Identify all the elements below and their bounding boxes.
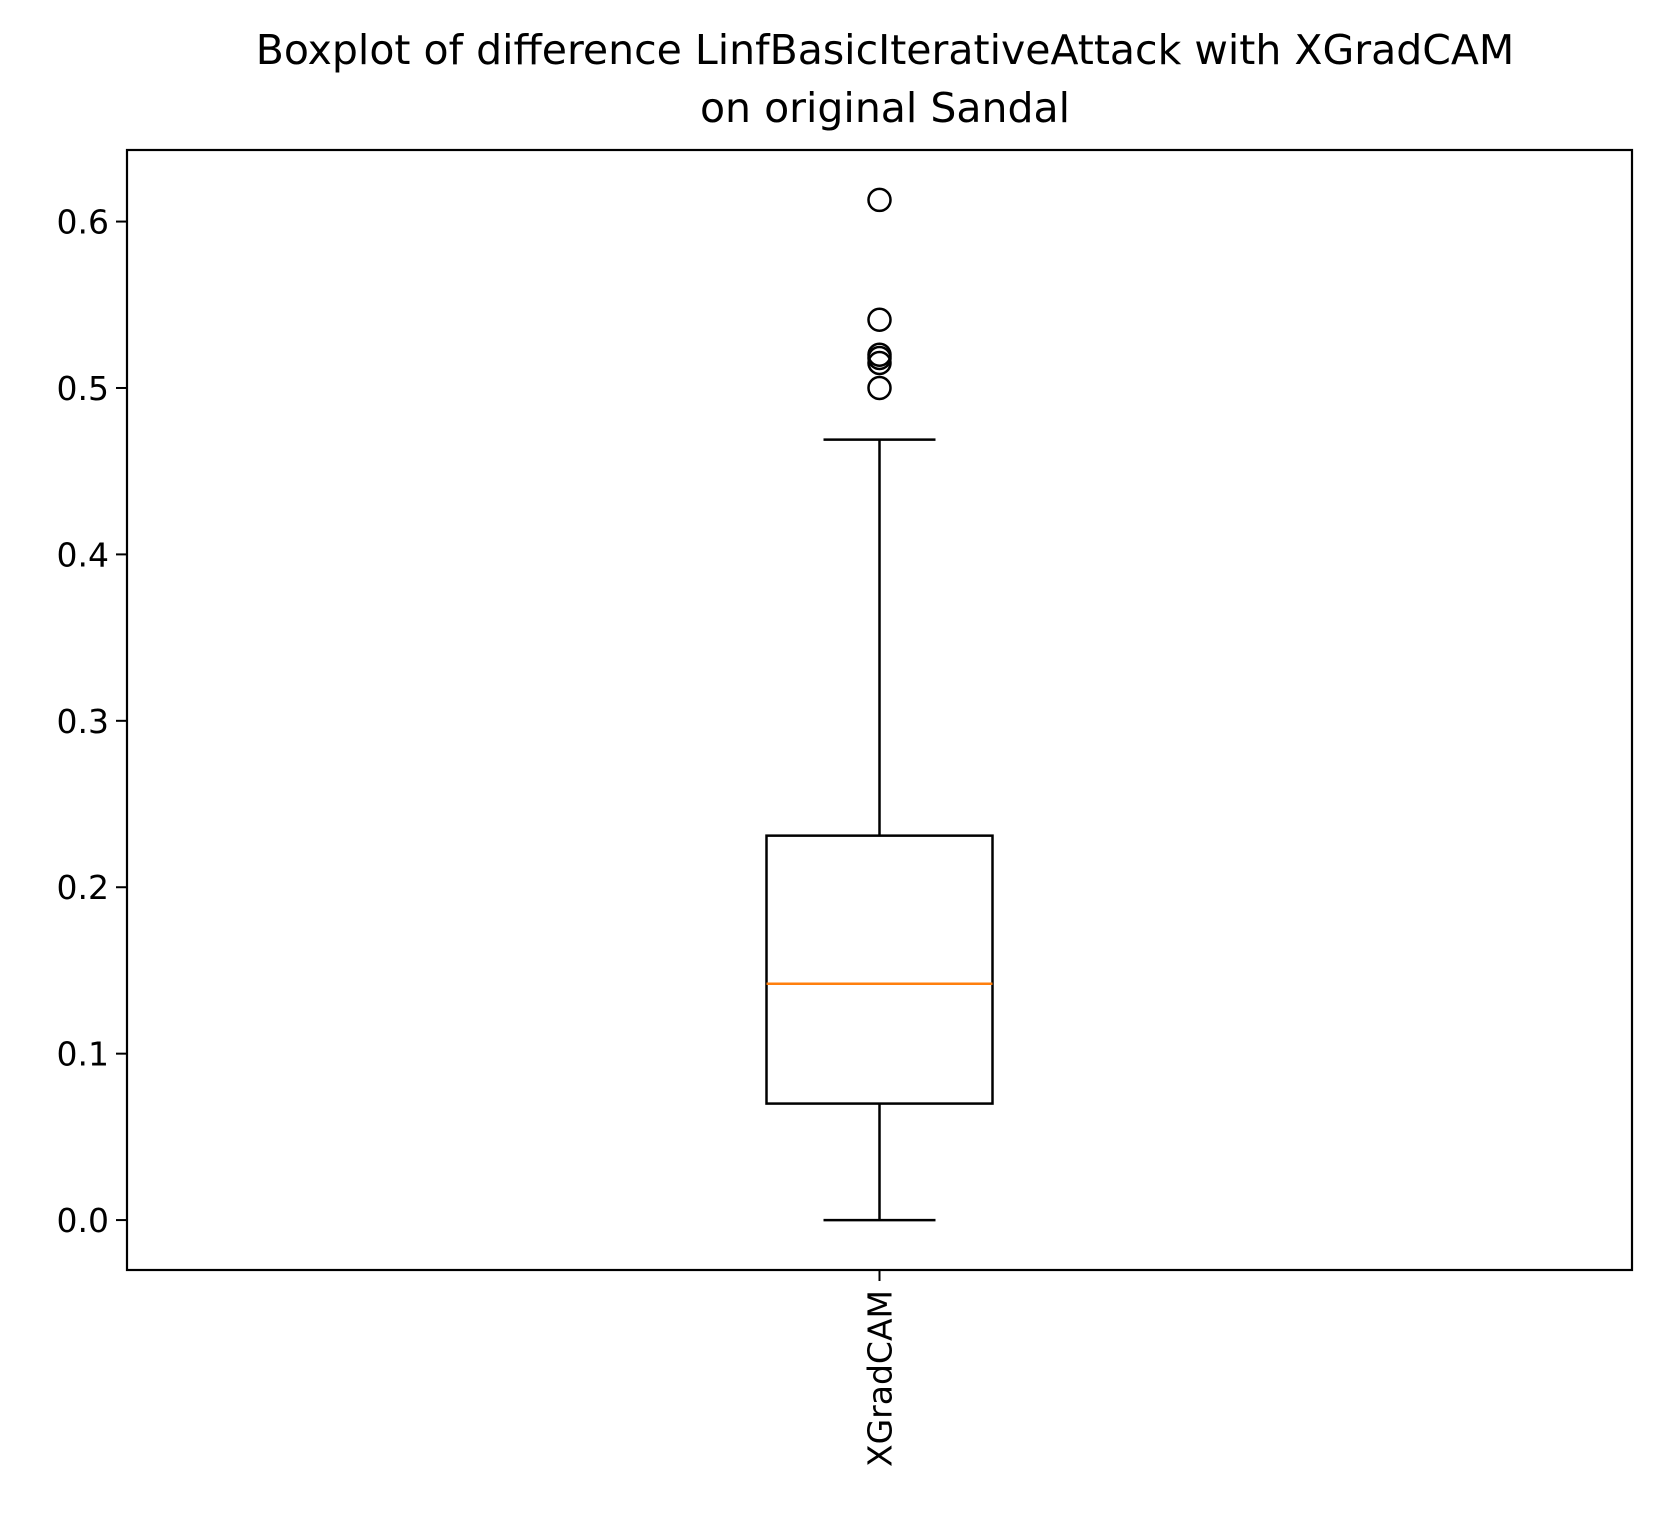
iqr-box [765, 834, 994, 1105]
chart-title-line-1: Boxplot of difference LinfBasicIterative… [256, 26, 1515, 74]
y-tick-label: 0.0 [57, 1201, 109, 1240]
chart-title-line-2: on original Sandal [700, 84, 1070, 132]
outlier-point [867, 307, 892, 332]
y-tick-label: 0.3 [57, 702, 109, 741]
outlier-point [867, 342, 892, 367]
y-tick-label: 0.1 [57, 1035, 109, 1074]
y-tick-label: 0.2 [57, 868, 109, 907]
x-tick-label: XGradCAM [861, 1290, 900, 1467]
outlier-point [867, 375, 892, 401]
plot-area: 0.0 0.1 0.2 0.3 0.4 0.5 0.6 XGradCAM [57, 148, 1634, 1467]
outlier-point [867, 187, 892, 213]
y-tick-label: 0.4 [57, 535, 109, 574]
y-tick-label: 0.6 [57, 203, 109, 242]
y-tick-label: 0.5 [57, 369, 109, 408]
